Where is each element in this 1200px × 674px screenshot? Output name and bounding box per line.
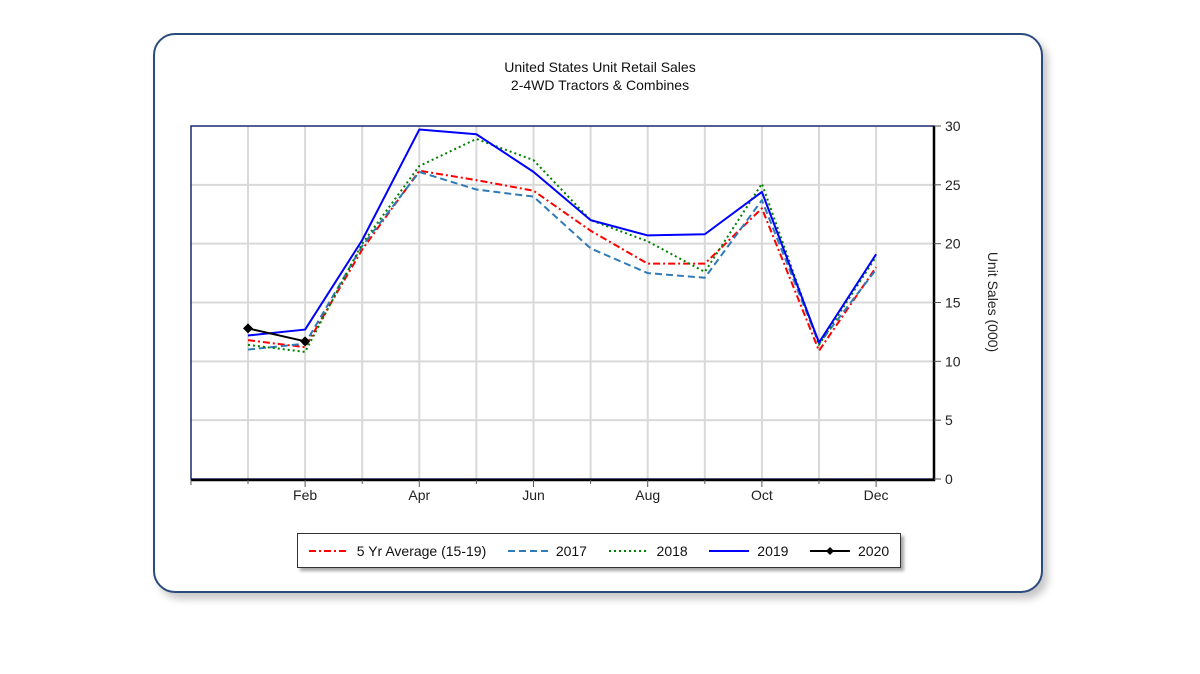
- y-tick-label: 30: [945, 118, 961, 134]
- solid-line-icon: [709, 549, 750, 552]
- dashed-line-icon: [507, 549, 548, 552]
- legend-label: 2017: [555, 542, 587, 559]
- dotted-line-icon: [608, 549, 649, 552]
- x-tick-label: Apr: [408, 487, 430, 503]
- y-tick-label: 15: [945, 295, 961, 311]
- dash-dot-line-icon: [308, 549, 349, 552]
- x-tick-label: Jun: [522, 487, 545, 503]
- y-tick-label: 10: [945, 353, 961, 369]
- series-line: [247, 128, 877, 344]
- x-tick-label: Dec: [864, 487, 889, 503]
- y-axis-label: Unit Sales (000): [985, 252, 1001, 352]
- series-line: [247, 137, 877, 353]
- series-line: [247, 169, 877, 352]
- x-axis-ticks: Feb Apr Jun Aug Oct Dec: [190, 480, 889, 503]
- legend-item-5yr-average: 5 Yr Average (15-19): [308, 542, 487, 559]
- legend-item-2018: 2018: [608, 542, 688, 559]
- gridlines: [191, 126, 934, 479]
- legend: 5 Yr Average (15-19) 2017 2018 2019 2020: [297, 533, 901, 568]
- legend-item-2020: 2020: [810, 543, 889, 559]
- legend-label: 2018: [656, 542, 688, 559]
- chart-subtitle: 2-4WD Tractors & Combines: [510, 77, 690, 93]
- line-with-diamond-marker-icon: [810, 546, 851, 555]
- data-series: [243, 128, 877, 353]
- legend-label: 2020: [858, 542, 890, 559]
- legend-label: 5 Yr Average (15-19): [356, 542, 487, 559]
- x-tick-label: Oct: [751, 487, 773, 503]
- y-tick-label: 5: [945, 412, 953, 428]
- x-tick-label: Feb: [293, 487, 317, 503]
- y-tick-label: 20: [945, 236, 961, 252]
- y-axis-ticks: 0 5 10 15 20 25 30: [934, 118, 961, 487]
- legend-item-2017: 2017: [507, 542, 587, 559]
- x-tick-label: Aug: [635, 487, 660, 503]
- diamond-marker-icon: [300, 336, 311, 347]
- diamond-marker-icon: [243, 323, 253, 334]
- series-line: [247, 170, 877, 351]
- y-tick-label: 0: [945, 471, 953, 487]
- legend-item-2019: 2019: [709, 543, 788, 559]
- series-line: [247, 327, 306, 343]
- legend-label: 2019: [757, 542, 789, 559]
- y-tick-label: 25: [945, 177, 961, 193]
- chart-title: United States Unit Retail Sales: [504, 59, 696, 75]
